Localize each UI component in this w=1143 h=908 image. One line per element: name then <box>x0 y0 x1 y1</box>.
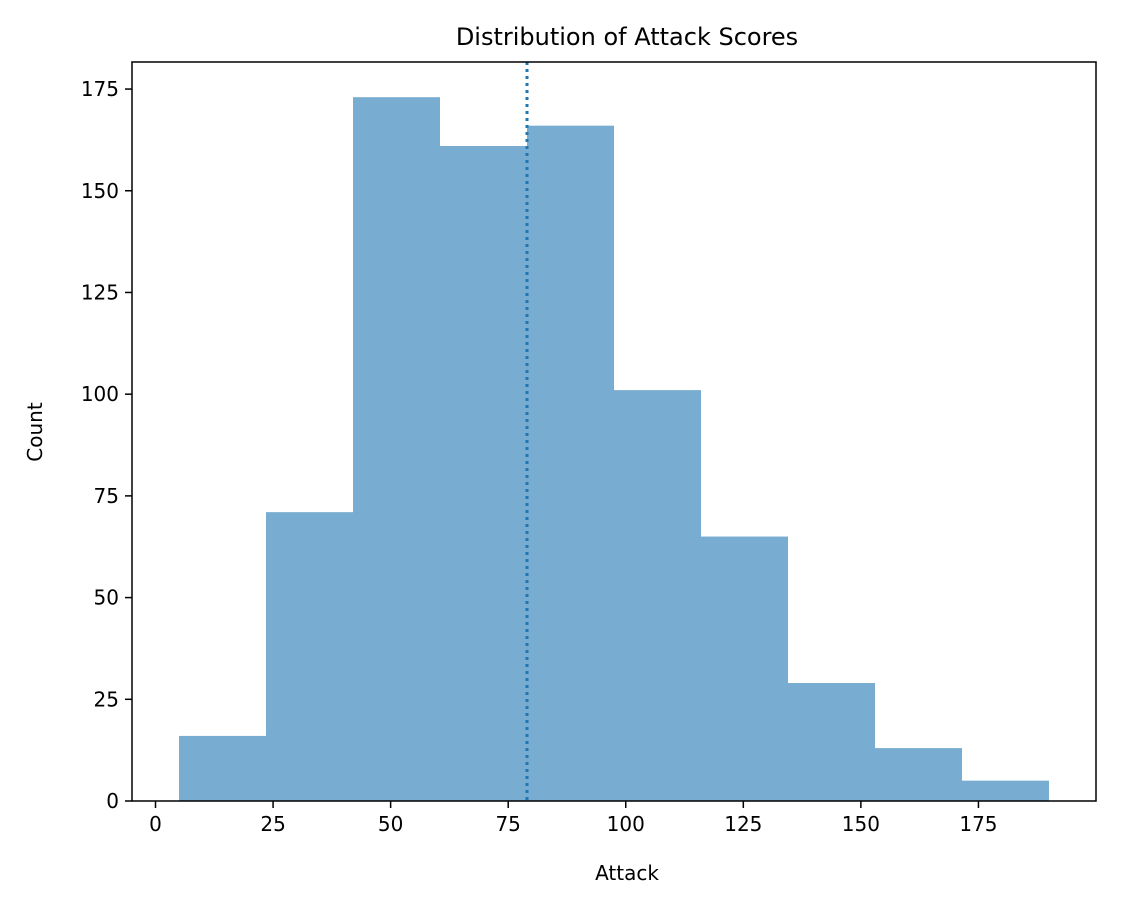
x-tick-label: 0 <box>149 812 162 836</box>
y-tick-label: 0 <box>106 789 119 813</box>
histogram-bar-10 <box>961 780 1049 801</box>
histogram-bar-5 <box>527 125 614 801</box>
y-tick-label: 150 <box>81 179 119 203</box>
y-axis-title: Count <box>23 402 47 462</box>
histogram-bar-8 <box>787 683 875 801</box>
x-tick-label: 75 <box>495 812 520 836</box>
histogram-bars <box>179 97 1049 801</box>
y-tick-label: 50 <box>94 586 119 610</box>
histogram-bar-7 <box>700 536 788 801</box>
y-tick-label: 125 <box>81 280 119 304</box>
x-tick-label: 25 <box>260 812 285 836</box>
histogram-bar-4 <box>440 146 528 801</box>
histogram-bar-6 <box>614 390 701 801</box>
x-tick-label: 50 <box>378 812 403 836</box>
y-tick-label: 75 <box>94 484 119 508</box>
plot-frame <box>131 61 1097 802</box>
x-axis-ticks: 0 25 50 75 100 125 150 175 <box>149 801 998 836</box>
y-tick-label: 25 <box>94 687 119 711</box>
x-tick-label: 100 <box>607 812 645 836</box>
histogram-bar-2 <box>266 512 354 801</box>
y-tick-label: 100 <box>81 382 119 406</box>
y-axis-ticks: 0 25 50 75 100 125 150 175 <box>81 77 132 813</box>
histogram-bar-3 <box>353 97 441 801</box>
chart-title: Distribution of Attack Scores <box>456 23 798 51</box>
x-tick-label: 150 <box>842 812 880 836</box>
x-axis-title: Attack <box>595 861 659 885</box>
y-tick-label: 175 <box>81 77 119 101</box>
histogram-bar-9 <box>874 748 962 801</box>
histogram-bar-1 <box>179 735 267 801</box>
x-tick-label: 175 <box>959 812 997 836</box>
x-tick-label: 125 <box>724 812 762 836</box>
